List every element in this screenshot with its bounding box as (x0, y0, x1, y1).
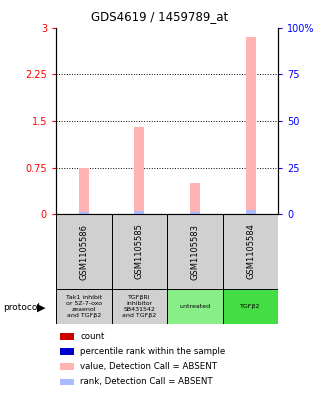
Text: Tak1 inhibit
or 5Z-7-oxo
zeaenol
and TGFβ2: Tak1 inhibit or 5Z-7-oxo zeaenol and TGF… (66, 296, 102, 318)
Bar (167, 214, 223, 289)
Bar (190, 183, 200, 214)
Bar (190, 212, 200, 214)
Bar (60, 348, 74, 355)
Text: untreated: untreated (180, 304, 211, 309)
Text: GSM1105585: GSM1105585 (135, 224, 144, 279)
Text: GSM1105586: GSM1105586 (79, 224, 88, 279)
Bar (245, 37, 256, 214)
Text: count: count (80, 332, 105, 341)
Bar (167, 289, 223, 324)
Bar (60, 378, 74, 386)
Bar (60, 364, 74, 370)
Text: TGFβRI
inhibitor
SB431542
and TGFβ2: TGFβRI inhibitor SB431542 and TGFβ2 (122, 296, 156, 318)
Text: ▶: ▶ (37, 302, 45, 312)
Bar (245, 210, 256, 214)
Bar (223, 214, 278, 289)
Text: GDS4619 / 1459789_at: GDS4619 / 1459789_at (92, 10, 228, 23)
Bar (79, 212, 89, 214)
Text: protocol: protocol (3, 303, 40, 312)
Text: GSM1105583: GSM1105583 (190, 224, 199, 279)
Bar (56, 214, 112, 289)
Bar (134, 127, 144, 214)
Text: rank, Detection Call = ABSENT: rank, Detection Call = ABSENT (80, 378, 213, 386)
Text: percentile rank within the sample: percentile rank within the sample (80, 347, 226, 356)
Text: GSM1105584: GSM1105584 (246, 224, 255, 279)
Bar (79, 167, 89, 214)
Bar (56, 289, 112, 324)
Bar (134, 211, 144, 214)
Text: value, Detection Call = ABSENT: value, Detection Call = ABSENT (80, 362, 218, 371)
Bar (60, 333, 74, 340)
Text: TGFβ2: TGFβ2 (240, 304, 261, 309)
Bar (112, 289, 167, 324)
Bar (112, 214, 167, 289)
Bar (223, 289, 278, 324)
